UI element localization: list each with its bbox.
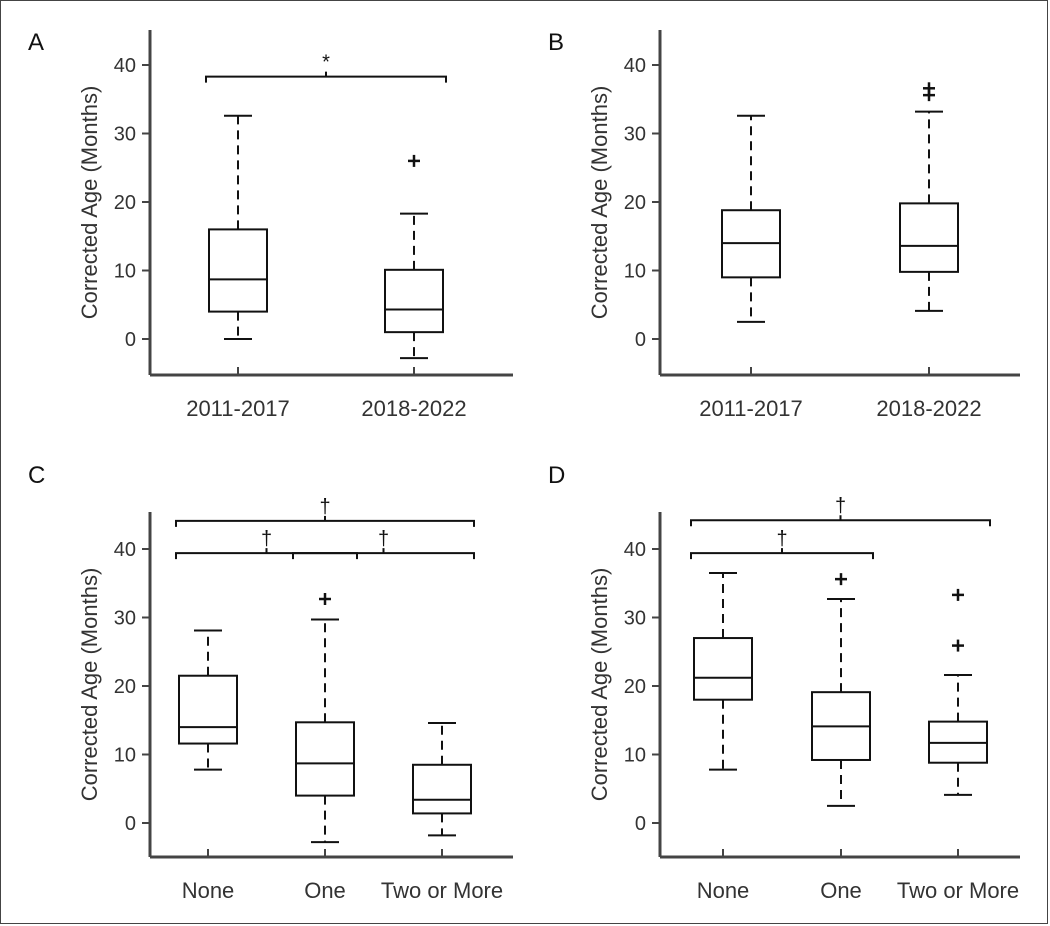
y-tick-label: 10	[114, 745, 136, 767]
significance-symbol: *	[322, 52, 330, 74]
iqr-box	[384, 268, 444, 334]
iqr-box	[295, 721, 355, 797]
y-axis-title: Corrected Age (Months)	[77, 568, 102, 802]
iqr-box	[208, 228, 268, 313]
outlier-marker	[952, 588, 964, 601]
y-tick-label: 20	[114, 676, 136, 698]
significance-symbol: †	[835, 495, 846, 517]
y-tick-label: 30	[114, 608, 136, 630]
panel-a: A 0 10 20 30 40 Corrected Age (Months) 2011-201…	[28, 29, 513, 421]
box-plot-2011-2017	[208, 114, 268, 340]
y-tick-label: 30	[624, 124, 646, 146]
x-tick-label: 2011-2017	[699, 396, 803, 421]
box-plot-one	[811, 573, 871, 807]
y-tick-label: 0	[125, 329, 136, 351]
box-plot-one	[295, 593, 355, 844]
x-tick-label: One	[820, 878, 862, 903]
y-tick-label: 40	[114, 55, 136, 77]
x-tick-label: 2011-2017	[186, 396, 290, 421]
significance-bracket: †	[690, 495, 991, 527]
significance-bracket: †	[292, 528, 475, 560]
y-tick-label: 10	[114, 261, 136, 283]
bracket-line	[292, 552, 475, 560]
y-tick-label: 20	[624, 676, 646, 698]
bracket-line	[205, 75, 447, 83]
y-axis-title: Corrected Age (Months)	[587, 568, 612, 802]
y-tick-label: 0	[635, 813, 646, 835]
outlier-marker	[835, 573, 847, 586]
y-tick-label: 40	[624, 539, 646, 561]
panel-b: B 0 10 20 30 40 Corrected Age (Months) 2011-201…	[548, 29, 1020, 421]
y-tick-label: 30	[114, 124, 136, 146]
y-tick-label: 30	[624, 608, 646, 630]
panel-letter: A	[28, 29, 44, 56]
panel-d: D 0 10 20 30 40 Corrected Age (Months) None One T…	[548, 462, 1020, 903]
y-axis-title: Corrected Age (Months)	[587, 86, 612, 320]
iqr-box	[178, 674, 238, 745]
significance-symbol: †	[378, 528, 389, 550]
box-plot-two-or-more	[412, 721, 472, 837]
bracket-line	[175, 519, 475, 527]
bracket-line	[690, 552, 874, 560]
y-tick-label: 10	[624, 745, 646, 767]
box-plot-two-or-more	[928, 588, 988, 796]
significance-bracket: †	[690, 528, 874, 560]
box-plot-2018-2022	[899, 82, 959, 312]
significance-bracket: *	[205, 52, 447, 83]
box-plot-none	[693, 571, 753, 771]
iqr-box	[899, 202, 959, 273]
panel-c: C 0 10 20 30 40 Corrected Age (Months) None One T…	[28, 462, 513, 903]
outlier-marker	[408, 154, 420, 167]
significance-symbol: †	[261, 528, 272, 550]
significance-bracket: †	[175, 496, 475, 527]
y-tick-label: 0	[635, 329, 646, 351]
x-tick-label: Two or More	[897, 878, 1019, 903]
significance-bracket: †	[175, 528, 358, 560]
y-tick-label: 40	[114, 539, 136, 561]
y-axis-title: Corrected Age (Months)	[77, 86, 102, 320]
panel-letter: B	[548, 29, 564, 56]
significance-symbol: †	[776, 528, 787, 550]
outlier-marker	[319, 593, 331, 606]
y-tick-label: 10	[624, 261, 646, 283]
y-tick-label: 40	[624, 55, 646, 77]
x-tick-label: One	[304, 878, 346, 903]
x-tick-label: 2018-2022	[361, 396, 466, 421]
bracket-line	[690, 519, 991, 527]
iqr-box	[412, 763, 472, 815]
panel-letter: C	[28, 462, 45, 489]
y-tick-label: 20	[624, 192, 646, 214]
box-plot-2018-2022	[384, 154, 444, 360]
outlier-marker	[923, 82, 935, 95]
box-plot-none	[178, 629, 238, 771]
y-tick-label: 20	[114, 192, 136, 214]
significance-symbol: †	[319, 496, 330, 518]
outlier-marker	[952, 639, 964, 652]
panel-letter: D	[548, 462, 565, 489]
box-plot-2011-2017	[721, 114, 781, 323]
x-tick-label: Two or More	[381, 878, 503, 903]
iqr-box	[693, 637, 753, 701]
x-tick-label: 2018-2022	[876, 396, 981, 421]
x-tick-label: None	[182, 878, 235, 903]
y-tick-label: 0	[125, 813, 136, 835]
x-tick-label: None	[697, 878, 750, 903]
